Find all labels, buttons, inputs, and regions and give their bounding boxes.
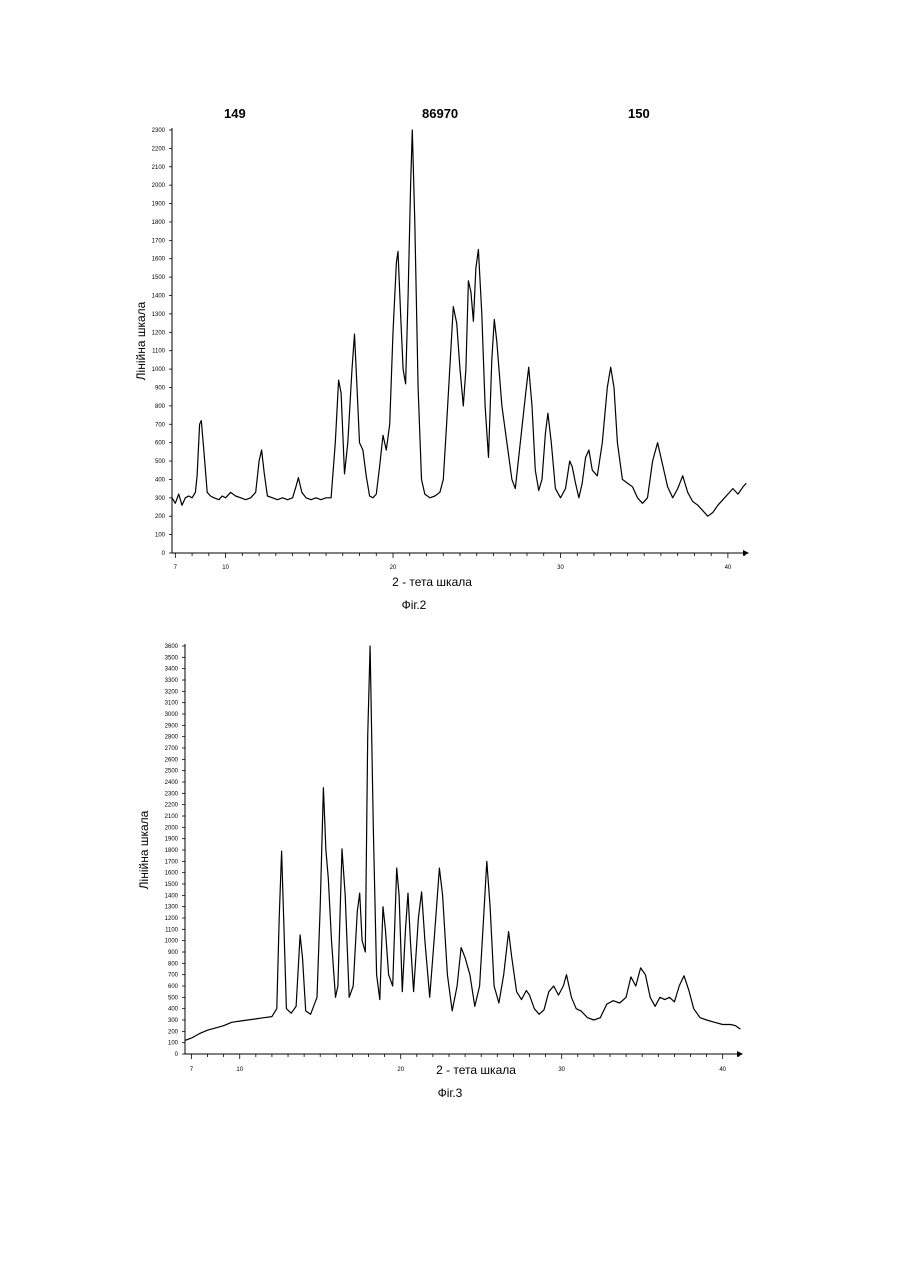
chart2-y-tick-label: 2900 [165,723,179,729]
chart2-y-tick-label: 700 [168,973,179,979]
chart2-y-tick-label: 900 [168,950,179,956]
chart1-y-tick-label: 300 [155,496,166,502]
chart1-y-tick-label: 700 [155,422,166,428]
chart1-x-tick-label: 40 [725,565,732,571]
chart1-y-tick-label: 2100 [152,165,166,171]
chart1-y-tick-label: 200 [155,514,166,520]
chart2-y-tick-label: 1400 [165,893,179,899]
chart2-y-tick-label: 2700 [165,746,179,752]
chart2-y-tick-label: 2100 [165,814,179,820]
chart2-x-tick-label: 10 [236,1067,243,1073]
chart2-y-tick-label: 3600 [165,644,179,650]
chart2-y-tick-label: 3400 [165,667,179,673]
chart2-y-tick-label: 2400 [165,780,179,786]
chart2-y-tick-label: 800 [168,961,179,967]
chart2-y-tick-label: 3000 [165,712,179,718]
chart1-y-tick-label: 1600 [152,257,166,263]
chart2-y-tick-label: 1100 [165,927,179,933]
chart2-y-tick-label: 1800 [165,848,179,854]
chart1-y-tick-label: 2200 [152,146,166,152]
chart2-y-tick-label: 3100 [165,701,179,707]
chart2-y-tick-label: 100 [168,1041,179,1047]
chart2-y-tick-label: 3300 [165,678,179,684]
chart2-x-tick-label: 7 [190,1067,194,1073]
chart1-y-tick-label: 800 [155,404,166,410]
chart2-y-tick-label: 3200 [165,689,179,695]
chart1-diffraction-line-series [172,130,746,516]
chart2-y-tick-label: 500 [168,995,179,1001]
chart1-y-tick-label: 1700 [152,238,166,244]
chart1-y-tick-label: 1100 [152,349,166,355]
chart2-diffraction-line-series [185,646,740,1040]
chart2-y-tick-label: 2000 [165,825,179,831]
chart1-y-tick-label: 0 [162,551,166,557]
chart2-y-tick-label: 400 [168,1007,179,1013]
chart2-y-tick-label: 300 [168,1018,179,1024]
chart1-y-tick-label: 100 [155,533,166,539]
chart2-y-tick-label: 1300 [165,905,179,911]
chart2-y-tick-label: 3500 [165,655,179,661]
chart2-y-tick-label: 2300 [165,791,179,797]
chart2-x-tick-label: 30 [558,1067,565,1073]
chart1-y-tick-label: 1800 [152,220,166,226]
chart1-x-axis-label: 2 - тета шкала [392,575,472,589]
chart2-y-tick-label: 2800 [165,735,179,741]
chart2-y-axis-label: Лінійна шкала [137,810,151,889]
chart1-y-tick-label: 400 [155,477,166,483]
chart1-y-tick-label: 1900 [152,202,166,208]
chart2-y-tick-label: 0 [175,1052,179,1058]
chart2-y-tick-label: 1000 [165,939,179,945]
chart2-y-tick-label: 1900 [165,837,179,843]
chart2-y-tick-label: 2200 [165,803,179,809]
chart1-x-axis-arrow-icon [743,550,749,556]
chart2-figure-caption: Фіг.3 [438,1086,463,1100]
chart1-x-tick-label: 30 [557,565,564,571]
chart2-x-axis-arrow-icon [737,1051,743,1057]
chart1-x-tick-label: 7 [174,565,178,571]
chart1-y-tick-label: 2300 [152,128,166,134]
chart2-x-axis-label: 2 - тета шкала [436,1063,516,1077]
chart1-y-tick-label: 1500 [152,275,166,281]
chart1-y-tick-label: 1200 [152,330,166,336]
chart2-y-tick-label: 1700 [165,859,179,865]
chart2-x-tick-label: 40 [719,1067,726,1073]
chart1-x-tick-label: 10 [222,565,229,571]
chart1-y-tick-label: 2000 [152,183,166,189]
chart1-x-tick-label: 20 [390,565,397,571]
chart2-y-tick-label: 2600 [165,757,179,763]
chart1-y-tick-label: 900 [155,385,166,391]
chart1-y-tick-label: 1400 [152,294,166,300]
chart2-y-tick-label: 2500 [165,769,179,775]
chart1-y-tick-label: 1300 [152,312,166,318]
chart2-y-tick-label: 1600 [165,871,179,877]
chart1-y-tick-label: 500 [155,459,166,465]
chart2-y-tick-label: 200 [168,1029,179,1035]
chart1-figure-caption: Фіг.2 [402,598,427,612]
chart1-y-axis-label: Лінійна шкала [134,301,148,380]
chart1-y-tick-label: 1000 [152,367,166,373]
chart2-y-tick-label: 1500 [165,882,179,888]
chart2-y-tick-label: 600 [168,984,179,990]
chart2-y-tick-label: 1200 [165,916,179,922]
chart2-x-tick-label: 20 [397,1067,404,1073]
chart1-y-tick-label: 600 [155,441,166,447]
